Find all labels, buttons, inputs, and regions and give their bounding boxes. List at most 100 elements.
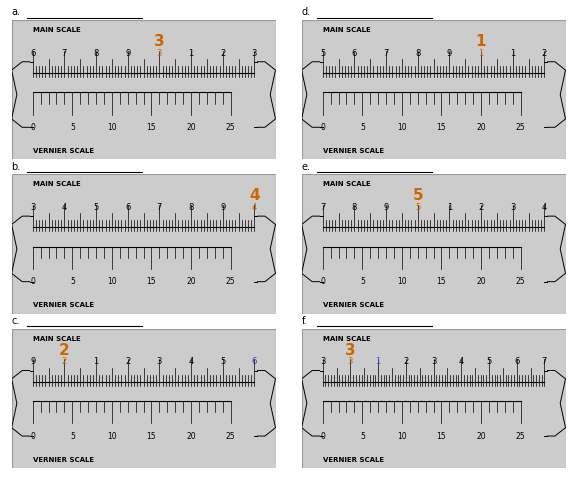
Text: 9: 9 (125, 49, 130, 58)
Text: 10: 10 (107, 123, 117, 132)
Text: 6: 6 (252, 358, 257, 367)
Text: MAIN SCALE: MAIN SCALE (322, 181, 371, 187)
Text: MAIN SCALE: MAIN SCALE (32, 181, 81, 187)
Text: 9: 9 (220, 203, 226, 212)
Text: 6: 6 (351, 49, 357, 58)
Text: 20: 20 (476, 432, 486, 441)
Text: 15: 15 (437, 123, 446, 132)
Text: 10: 10 (397, 432, 407, 441)
Text: 25: 25 (226, 432, 235, 441)
Text: 7: 7 (320, 203, 325, 212)
Text: 25: 25 (226, 123, 235, 132)
Text: 2: 2 (125, 358, 130, 367)
Text: 5: 5 (415, 203, 420, 212)
Text: 5: 5 (487, 358, 492, 367)
Text: 25: 25 (516, 432, 525, 441)
Text: 1: 1 (93, 358, 99, 367)
Text: 25: 25 (516, 277, 525, 286)
Text: c.: c. (12, 316, 20, 326)
Text: 2: 2 (478, 203, 484, 212)
Text: 3: 3 (431, 358, 436, 367)
Text: 0: 0 (320, 123, 325, 132)
Text: 0: 0 (320, 277, 325, 286)
Text: VERNIER SCALE: VERNIER SCALE (322, 457, 384, 463)
Text: 5: 5 (70, 432, 75, 441)
Text: 15: 15 (437, 277, 446, 286)
Text: 5: 5 (360, 432, 365, 441)
Text: 1: 1 (510, 49, 516, 58)
Text: 1: 1 (478, 49, 484, 58)
Text: 7: 7 (157, 203, 162, 212)
Text: 15: 15 (147, 123, 156, 132)
Text: 0: 0 (320, 432, 325, 441)
Text: 15: 15 (147, 432, 156, 441)
Text: 5: 5 (93, 203, 99, 212)
Text: 1: 1 (188, 49, 194, 58)
Text: 5: 5 (70, 123, 75, 132)
Text: 9: 9 (30, 358, 35, 367)
Text: 3: 3 (252, 49, 257, 58)
Text: 7: 7 (383, 49, 389, 58)
Text: 6: 6 (30, 49, 35, 58)
Text: 10: 10 (397, 277, 407, 286)
Text: 20: 20 (476, 277, 486, 286)
Text: 1: 1 (476, 34, 486, 49)
Text: 15: 15 (147, 277, 156, 286)
Text: MAIN SCALE: MAIN SCALE (32, 27, 81, 33)
Text: 2: 2 (220, 49, 226, 58)
Text: b.: b. (12, 162, 21, 172)
Text: a.: a. (12, 7, 21, 17)
Text: 2: 2 (61, 358, 67, 367)
Text: 5: 5 (412, 188, 423, 203)
Text: VERNIER SCALE: VERNIER SCALE (322, 302, 384, 308)
Text: 3: 3 (157, 358, 162, 367)
Text: d.: d. (302, 7, 311, 17)
Text: 7: 7 (61, 49, 67, 58)
Text: e.: e. (302, 162, 311, 172)
Text: 6: 6 (125, 203, 130, 212)
Text: MAIN SCALE: MAIN SCALE (322, 27, 371, 33)
Text: 6: 6 (514, 358, 519, 367)
Text: 4: 4 (61, 203, 67, 212)
Text: 10: 10 (107, 277, 117, 286)
Text: 3: 3 (157, 49, 162, 58)
Text: 20: 20 (186, 123, 196, 132)
Text: VERNIER SCALE: VERNIER SCALE (32, 302, 94, 308)
Text: 4: 4 (249, 188, 260, 203)
Text: 1: 1 (447, 203, 452, 212)
Text: 15: 15 (437, 432, 446, 441)
Text: 3: 3 (348, 358, 353, 367)
Text: 7: 7 (542, 358, 547, 367)
Text: 3: 3 (320, 358, 325, 367)
Text: 4: 4 (459, 358, 464, 367)
Text: 8: 8 (93, 49, 99, 58)
Text: 4: 4 (188, 358, 194, 367)
Text: VERNIER SCALE: VERNIER SCALE (32, 457, 94, 463)
Text: 2: 2 (542, 49, 547, 58)
Text: 5: 5 (320, 49, 325, 58)
Text: 3: 3 (345, 343, 356, 358)
Text: MAIN SCALE: MAIN SCALE (32, 336, 81, 342)
Text: 2: 2 (59, 343, 70, 358)
Text: 4: 4 (542, 203, 547, 212)
Text: 25: 25 (226, 277, 235, 286)
Text: 3: 3 (510, 203, 516, 212)
Text: 5: 5 (360, 277, 365, 286)
Text: 9: 9 (383, 203, 389, 212)
Text: 20: 20 (186, 432, 196, 441)
Text: 5: 5 (70, 277, 75, 286)
Text: 8: 8 (415, 49, 420, 58)
Text: 10: 10 (107, 432, 117, 441)
Text: 10: 10 (397, 123, 407, 132)
Text: 5: 5 (360, 123, 365, 132)
Text: 25: 25 (516, 123, 525, 132)
Text: 0: 0 (30, 277, 35, 286)
Text: 20: 20 (476, 123, 486, 132)
Text: MAIN SCALE: MAIN SCALE (322, 336, 371, 342)
Text: 1: 1 (375, 358, 380, 367)
Text: 8: 8 (188, 203, 194, 212)
Text: 8: 8 (351, 203, 357, 212)
Text: 3: 3 (30, 203, 35, 212)
Text: f.: f. (302, 316, 307, 326)
Text: 2: 2 (403, 358, 408, 367)
